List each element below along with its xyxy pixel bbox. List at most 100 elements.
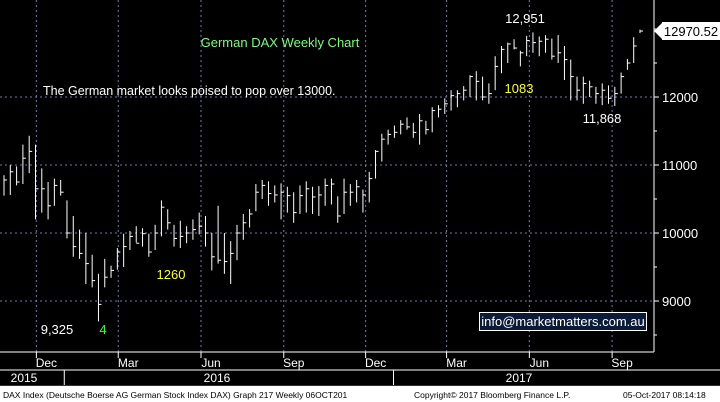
footer-timestamp: 05-Oct-2017 08:14:18 [623,390,706,400]
ohlc-bar [280,183,285,220]
ohlc-bar [53,178,58,206]
ohlc-bar [60,179,64,196]
ohlc-bar [274,185,278,203]
ohlc-bar [626,58,631,70]
ohlc-bar [551,38,555,60]
y-tick-label: 9000 [662,294,691,309]
last-price-pointer [654,23,662,40]
ohlc-bar [148,233,152,257]
x-tick-label: Mar [446,356,467,370]
ohlc-bar [267,181,272,206]
ohlc-bar [343,178,348,214]
ohlc-bar [582,76,587,104]
ohlc-bar [526,35,530,57]
ohlc-bar [557,35,562,63]
ohlc-bar [104,258,108,288]
ohlc-bar [305,181,310,213]
y-tick-label: 10000 [662,226,698,241]
ohlc-bar [173,224,178,247]
ohlc-bar [160,200,165,237]
ohlc-bar [349,184,354,206]
ohlc-bar [425,120,429,135]
ohlc-bar [576,76,581,101]
x-tick-label: Dec [36,356,57,370]
ohlc-bar [368,171,373,203]
year-label: 2015 [11,371,38,385]
ohlc-bar [475,71,480,101]
ohlc-bar [28,135,33,174]
ohlc-bar [563,46,568,80]
ohlc-bar [217,205,222,264]
ohlc-bar [494,56,499,91]
ohlc-bar [375,150,379,179]
ohlc-bar [312,186,316,214]
ohlc-bar [167,209,171,230]
last-price-label: 12970.52 [664,24,718,39]
ohlc-bar [142,228,146,247]
ohlc-bar [286,186,291,213]
ohlc-bar [507,42,511,63]
ohlc-bar [299,185,303,214]
ohlc-bar [242,213,247,240]
ohlc-bar [330,178,335,205]
ohlc-bar [513,39,518,50]
point-annotation: 9,325 [41,322,74,337]
ohlc-bar [633,37,637,63]
ohlc-bar [16,166,20,186]
ohlc-bar [154,224,159,250]
ohlc-bar [387,129,392,145]
ohlc-bar [41,168,45,213]
ohlc-bar [318,186,322,216]
ohlc-bar [456,90,461,108]
year-label: 2016 [204,371,231,385]
ohlc-bar [450,90,455,111]
axes: 9000 10000 11000 12000 Dec Mar Jun Sep Dec Mar Jun… [0,0,720,385]
ohlc-bar [123,233,127,267]
ohlc-bar [601,83,606,106]
ohlc-bar [488,83,492,104]
footer-bar: DAX Index (Deutsche Boerse AG German Sto… [0,385,720,402]
ohlc-bar [444,98,448,114]
x-tick-label: Mar [118,356,139,370]
ohlc-bar [482,76,486,101]
point-annotation: 4 [99,322,106,337]
point-annotation: 12,951 [505,11,545,26]
dax-weekly-chart: 9000 10000 11000 12000 Dec Mar Jun Sep Dec Mar Jun… [0,0,720,385]
ohlc-bar [129,230,133,250]
ohlc-bar [324,178,329,206]
ohlc-bar [500,46,505,74]
point-annotation: 1083 [505,81,534,96]
y-tick-label: 12000 [662,90,698,105]
ohlc-bar [85,233,89,284]
chart-subtitle: The German market looks poised to pop ov… [43,84,336,98]
ohlc-bar [97,273,102,322]
ohlc-bar [66,200,70,239]
ohlc-bar [463,86,467,101]
contact-email[interactable]: info@marketmatters.com.au [479,312,647,331]
x-tick-label: Dec [365,356,386,370]
y-tick-label: 11000 [662,158,697,173]
ohlc-bar [192,219,196,240]
chart-title: German DAX Weekly Chart [201,35,360,50]
chart-labels: 12970.52 German DAX Weekly Chart The Germa… [41,11,720,337]
ohlc-bar [198,212,203,235]
ohlc-bar [381,133,385,162]
footer-security-info: DAX Index (Deutsche Boerse AG German Sto… [3,390,348,400]
x-tick-label: Sep [283,356,305,370]
ohlc-bar [255,184,259,212]
last-price-box [662,22,720,41]
ohlc-bar [545,35,549,53]
ohlc-bar [261,179,266,199]
x-tick-label: Sep [611,356,633,370]
ohlc-bar [34,144,39,220]
year-label: 2017 [506,371,533,385]
ohlc-bar [620,72,625,94]
ohlc-bar [91,254,96,288]
ohlc-bar [538,36,543,57]
point-annotation: 1260 [157,267,186,282]
ohlc-bar [135,226,140,244]
ohlc-bar [116,247,121,270]
gridlines [0,0,654,352]
ohlc-bar [570,59,574,101]
